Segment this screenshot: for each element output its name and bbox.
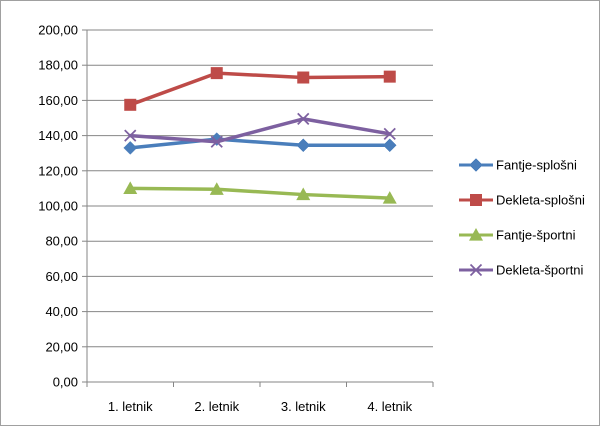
x-tick-label: 4. letnik bbox=[367, 399, 412, 414]
series-line bbox=[128, 117, 392, 144]
y-tick-label: 20,00 bbox=[45, 339, 78, 354]
series-1 bbox=[123, 132, 397, 155]
legend-label: Fantje-splošni bbox=[496, 158, 577, 173]
data-point bbox=[296, 187, 311, 201]
legend-label: Dekleta-športni bbox=[496, 263, 584, 278]
data-point bbox=[382, 138, 397, 153]
legend-label: Dekleta-splošni bbox=[496, 193, 585, 208]
x-tick-label: 3. letnik bbox=[281, 399, 326, 414]
data-point bbox=[123, 181, 138, 194]
data-point bbox=[383, 70, 396, 83]
y-tick-label: 120,00 bbox=[38, 163, 78, 178]
series-line bbox=[128, 137, 392, 150]
series-line bbox=[128, 186, 392, 200]
legend-marker bbox=[469, 228, 483, 241]
x-tick-labels: 1. letnik 2. letnik 3. letnik 4. letnik bbox=[108, 399, 413, 414]
legend-item: Dekleta-splošni bbox=[459, 193, 585, 208]
y-tick-label: 140,00 bbox=[38, 128, 78, 143]
axes bbox=[82, 29, 434, 387]
marker-stroke bbox=[297, 112, 310, 126]
data-point bbox=[124, 98, 137, 111]
data-point bbox=[209, 182, 224, 195]
marker-stroke bbox=[383, 127, 396, 140]
series-lines bbox=[123, 67, 397, 204]
legend-marker bbox=[470, 194, 482, 206]
data-point bbox=[383, 127, 396, 140]
series-2 bbox=[124, 67, 396, 111]
y-tick-labels: 0,00 20,00 40,00 60,00 80,00 100,00 120,00 140,… bbox=[38, 23, 78, 390]
data-point bbox=[382, 191, 397, 204]
series-4 bbox=[124, 112, 396, 148]
data-point bbox=[296, 138, 311, 153]
series-3 bbox=[123, 181, 397, 204]
legend-item: Dekleta-športni bbox=[459, 263, 584, 278]
y-tick-label: 160,00 bbox=[38, 93, 78, 108]
y-tick-label: 60,00 bbox=[45, 269, 78, 284]
data-point bbox=[124, 129, 137, 142]
x-tick-label: 2. letnik bbox=[194, 399, 239, 414]
y-tick-label: 0,00 bbox=[53, 375, 78, 390]
legend-marker bbox=[469, 158, 483, 172]
data-point bbox=[297, 71, 310, 84]
data-point bbox=[210, 135, 223, 148]
x-tick-label: 1. letnik bbox=[108, 399, 153, 414]
y-tick-label: 200,00 bbox=[38, 23, 78, 38]
legend-item: Fantje-splošni bbox=[459, 158, 577, 173]
legend-marker bbox=[469, 263, 483, 277]
y-tick-label: 80,00 bbox=[45, 234, 78, 249]
marker-stroke bbox=[124, 129, 137, 142]
marker-stroke bbox=[210, 135, 223, 148]
data-point bbox=[297, 112, 310, 126]
legend-label: Fantje-športni bbox=[496, 228, 576, 243]
y-tick-label: 180,00 bbox=[38, 58, 78, 73]
legend: Fantje-splošni Dekleta-splošni Fantje-špor… bbox=[459, 158, 585, 278]
y-tick-label: 40,00 bbox=[45, 304, 78, 319]
series-line bbox=[128, 71, 392, 107]
legend-item: Fantje-športni bbox=[459, 228, 576, 243]
y-tick-label: 100,00 bbox=[38, 199, 78, 214]
data-point bbox=[123, 141, 138, 155]
data-point bbox=[210, 67, 223, 80]
marker-stroke bbox=[469, 263, 483, 277]
